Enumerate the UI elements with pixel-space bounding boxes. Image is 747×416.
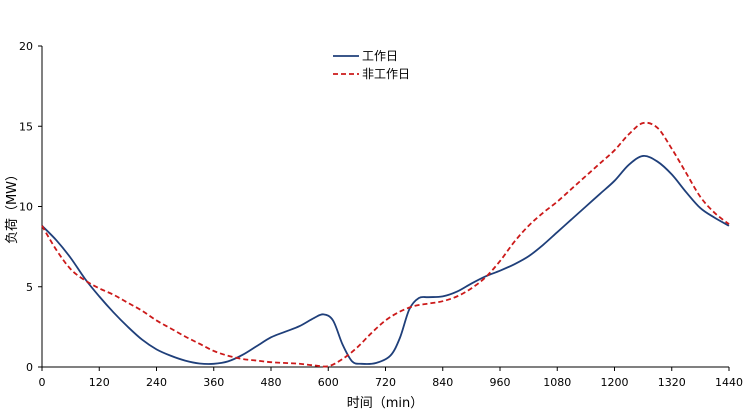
- x-axis-title: 时间（min）: [347, 396, 424, 411]
- x-tick-label: 0: [39, 376, 46, 389]
- y-tick-label: 0: [26, 361, 33, 374]
- y-axis-ticks: 0 5 10 15 20: [19, 40, 42, 374]
- y-axis-title: 负荷（MW）: [5, 168, 20, 244]
- x-tick-label: 1200: [601, 376, 629, 389]
- x-tick-label: 960: [490, 376, 511, 389]
- x-tick-label: 1080: [543, 376, 571, 389]
- series-line-workday: [41, 155, 730, 365]
- legend-label-workday: 工作日: [362, 49, 398, 63]
- x-tick-label: 1320: [658, 376, 686, 389]
- x-tick-label: 720: [375, 376, 396, 389]
- y-tick-label: 20: [19, 40, 33, 53]
- x-tick-label: 840: [432, 376, 453, 389]
- x-tick-label: 480: [261, 376, 282, 389]
- x-tick-label: 600: [318, 376, 339, 389]
- y-tick-label: 10: [19, 201, 33, 214]
- x-tick-label: 360: [203, 376, 224, 389]
- legend: 工作日 非工作日: [333, 49, 410, 81]
- x-tick-label: 120: [89, 376, 110, 389]
- series-line-nonworkday: [41, 121, 730, 368]
- legend-label-nonworkday: 非工作日: [362, 67, 410, 81]
- x-tick-label: 1440: [715, 376, 743, 389]
- y-tick-label: 15: [19, 120, 33, 133]
- series-layer: [41, 121, 730, 368]
- y-tick-label: 5: [26, 281, 33, 294]
- axes: [41, 46, 729, 368]
- x-axis-ticks: 0 120 240 360 480 600 720 840 960 1080 1200 1320 144…: [39, 367, 743, 389]
- x-tick-label: 240: [146, 376, 167, 389]
